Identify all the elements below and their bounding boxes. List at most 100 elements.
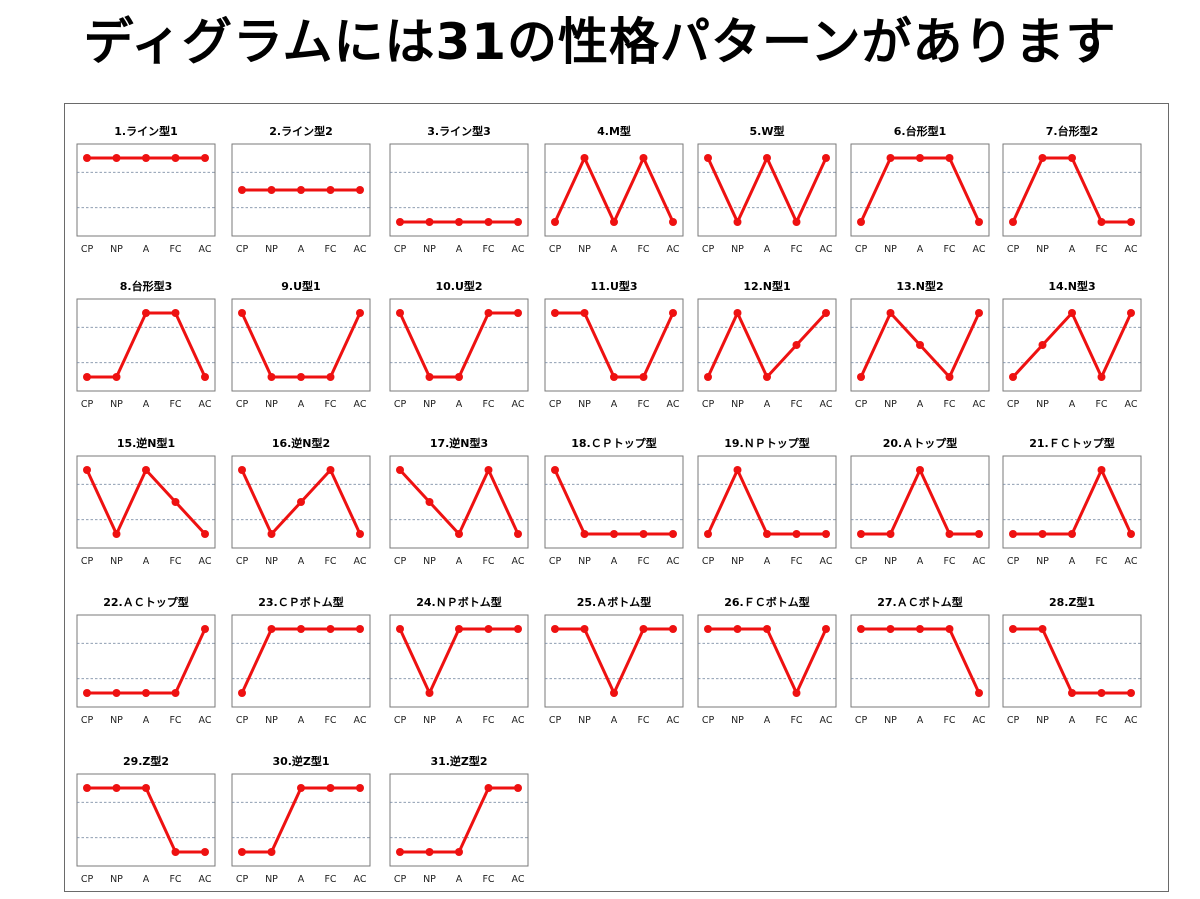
x-tick-label: NP	[884, 715, 897, 726]
data-point	[326, 373, 335, 381]
data-point	[267, 848, 276, 856]
x-tick-label: AC	[820, 244, 833, 255]
x-tick-label: CP	[394, 715, 407, 726]
data-point	[886, 530, 895, 538]
data-point	[580, 625, 589, 633]
data-point	[1127, 530, 1135, 538]
x-tick-label: AC	[199, 399, 212, 410]
chart-title: 9.U型1	[281, 279, 320, 293]
x-tick-label: FC	[169, 874, 181, 885]
data-point	[484, 218, 493, 226]
chart-title: 31.逆Z型2	[430, 754, 487, 768]
x-tick-label: NP	[110, 715, 123, 726]
data-point	[822, 309, 830, 317]
x-tick-label: CP	[236, 556, 249, 567]
data-point	[1068, 309, 1076, 317]
chart-title: 21.ＦＣトップ型	[1029, 436, 1115, 450]
x-tick-label: FC	[482, 244, 494, 255]
data-point	[356, 186, 364, 194]
x-tick-label: FC	[169, 556, 181, 567]
data-point	[425, 689, 434, 697]
data-point	[238, 689, 246, 697]
data-point	[171, 154, 180, 162]
data-point	[916, 625, 924, 633]
chart-title: 28.Z型1	[1049, 595, 1095, 609]
data-point	[267, 530, 276, 538]
x-tick-label: A	[917, 556, 924, 567]
data-point	[610, 373, 618, 381]
x-tick-label: NP	[265, 244, 278, 255]
data-point	[484, 625, 493, 633]
x-tick-label: AC	[667, 399, 680, 410]
x-tick-label: A	[917, 399, 924, 410]
x-tick-label: NP	[423, 244, 436, 255]
x-tick-label: CP	[702, 556, 715, 567]
data-point	[857, 218, 865, 226]
pattern-chart: 25.Ａボトム型 CP NP A FC AC	[544, 595, 684, 726]
x-tick-label: A	[143, 715, 150, 726]
x-tick-label: A	[764, 715, 771, 726]
data-point	[455, 848, 463, 856]
data-point	[238, 186, 246, 194]
x-tick-label: FC	[324, 874, 336, 885]
data-point	[83, 784, 91, 792]
data-point	[822, 154, 830, 162]
data-point	[201, 530, 209, 538]
x-tick-label: A	[456, 556, 463, 567]
data-point	[112, 154, 121, 162]
data-point	[1127, 218, 1135, 226]
x-tick-label: NP	[423, 556, 436, 567]
x-tick-label: CP	[236, 715, 249, 726]
pattern-chart: 15.逆N型1 CP NP A FC AC	[76, 436, 216, 567]
x-tick-label: NP	[1036, 244, 1049, 255]
x-tick-label: A	[298, 715, 305, 726]
data-point	[733, 309, 742, 317]
data-point	[142, 466, 150, 474]
x-tick-label: AC	[354, 399, 367, 410]
data-point	[639, 373, 648, 381]
x-tick-label: FC	[169, 399, 181, 410]
x-tick-label: NP	[884, 244, 897, 255]
data-point	[112, 530, 121, 538]
x-tick-label: NP	[731, 399, 744, 410]
x-tick-label: FC	[324, 715, 336, 726]
x-tick-label: CP	[549, 715, 562, 726]
x-tick-label: AC	[354, 874, 367, 885]
x-tick-label: CP	[855, 556, 868, 567]
x-tick-label: FC	[790, 399, 802, 410]
data-point	[356, 530, 364, 538]
data-point	[945, 530, 954, 538]
chart-title: 16.逆N型2	[272, 436, 330, 450]
x-tick-label: NP	[578, 244, 591, 255]
chart-title: 1.ライン型1	[114, 124, 178, 138]
x-tick-label: A	[917, 715, 924, 726]
x-tick-label: CP	[702, 715, 715, 726]
data-point	[326, 466, 335, 474]
data-point	[326, 186, 335, 194]
x-tick-label: AC	[199, 556, 212, 567]
x-tick-label: AC	[512, 874, 525, 885]
data-point	[1097, 466, 1106, 474]
data-point	[669, 309, 677, 317]
data-point	[267, 186, 276, 194]
x-tick-label: NP	[423, 874, 436, 885]
data-point	[455, 218, 463, 226]
x-tick-label: AC	[973, 556, 986, 567]
x-tick-label: A	[298, 874, 305, 885]
chart-title: 14.N型3	[1048, 279, 1095, 293]
data-point	[733, 218, 742, 226]
chart-title: 3.ライン型3	[427, 124, 491, 138]
chart-title: 30.逆Z型1	[272, 754, 329, 768]
data-point	[396, 625, 404, 633]
chart-title: 19.ＮＰトップ型	[724, 436, 810, 450]
pattern-chart: 22.ＡＣトップ型 CP NP A FC AC	[76, 595, 216, 726]
data-point	[201, 848, 209, 856]
x-tick-label: A	[456, 399, 463, 410]
data-point	[916, 466, 924, 474]
pattern-chart: 4.M型 CP NP A FC AC	[544, 124, 684, 255]
x-tick-label: CP	[236, 399, 249, 410]
data-point	[267, 625, 276, 633]
chart-title: 26.ＦＣボトム型	[724, 595, 810, 609]
data-point	[484, 309, 493, 317]
